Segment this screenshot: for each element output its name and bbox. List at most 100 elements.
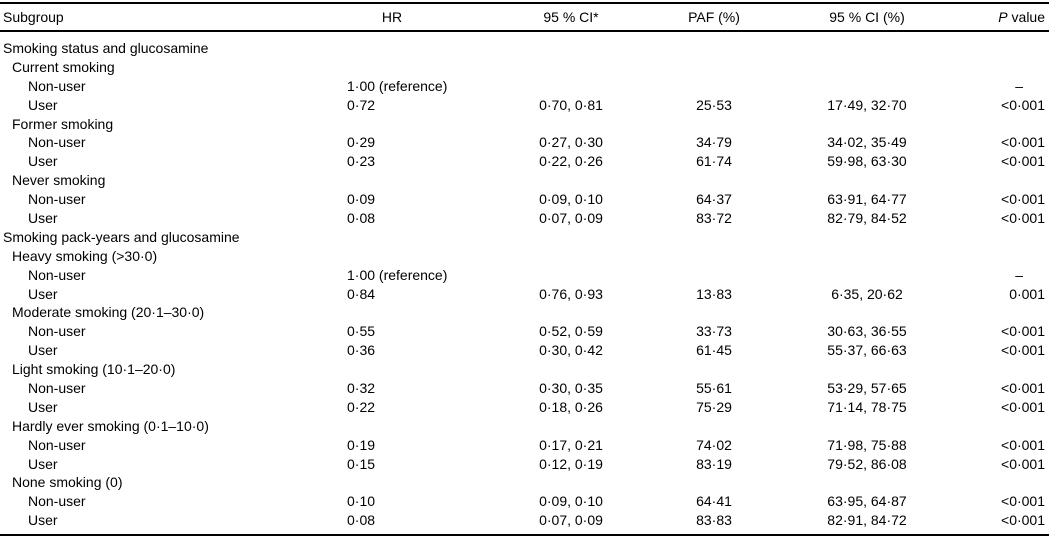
- cell-ci-pct: [752, 417, 982, 436]
- cell-ci: 0·27, 0·30: [539, 134, 603, 151]
- cell-hr: 0·84: [347, 285, 376, 302]
- cell-paf: 33·73: [696, 323, 732, 340]
- header-rule: [0, 30, 1049, 32]
- bottom-rule: [0, 534, 1049, 537]
- cell-paf: [676, 473, 752, 492]
- cell-paf: [676, 303, 752, 322]
- cell-paf: 64·41: [696, 493, 732, 510]
- cell-p-value: <0·001: [1001, 493, 1045, 510]
- cell-paf: [676, 115, 752, 134]
- cell-subgroup: Non-user: [28, 77, 86, 94]
- cell-paf: 25·53: [696, 96, 732, 113]
- cell-ci: [466, 417, 676, 436]
- cell-ci: [466, 228, 676, 247]
- cell-ci-pct: 6·35, 20·62: [831, 285, 903, 302]
- cell-hr: 0·09: [347, 191, 376, 208]
- cell-ci: 0·30, 0·42: [539, 342, 603, 359]
- cell-p-value: [982, 39, 1049, 58]
- cell-hr: [344, 360, 466, 379]
- table-row: User 0·23 0·22, 0·26 61·74 59·98, 63·30 …: [0, 152, 1049, 171]
- table-row: Non-user 0·09 0·09, 0·10 64·37 63·91, 64…: [0, 190, 1049, 209]
- cell-subgroup: Never smoking: [12, 172, 106, 189]
- cell-subgroup: User: [28, 210, 58, 227]
- cell-ci-pct: 82·91, 84·72: [827, 512, 907, 529]
- cell-p-value: <0·001: [1001, 153, 1045, 170]
- cell-ci: 0·07, 0·09: [539, 512, 603, 529]
- table-row: Former smoking: [0, 115, 1049, 134]
- cell-p-value: [982, 58, 1049, 77]
- cell-p-value: <0·001: [1001, 96, 1045, 113]
- p-value-header-italic: P: [998, 9, 1008, 25]
- table-header-row: Subgroup HR 95 % CI* PAF (%) 95 % CI (%)…: [0, 4, 1049, 30]
- cell-ci: 0·22, 0·26: [539, 153, 603, 170]
- cell-p-value: <0·001: [1001, 455, 1045, 472]
- table-row: Hardly ever smoking (0·1–10·0): [0, 417, 1049, 436]
- cell-hr: [344, 473, 466, 492]
- cell-hr: 0·10: [347, 493, 376, 510]
- table-row: Non-user 0·29 0·27, 0·30 34·79 34·02, 35…: [0, 133, 1049, 152]
- cell-ci-pct: 59·98, 63·30: [827, 153, 907, 170]
- cell-subgroup: Former smoking: [12, 115, 114, 132]
- table-body: Smoking status and glucosamine Current s…: [0, 32, 1049, 530]
- cell-hr: 0·32: [347, 380, 376, 397]
- cell-subgroup: Non-user: [28, 134, 86, 151]
- cell-ci: 0·18, 0·26: [539, 398, 603, 415]
- cell-ci: 0·09, 0·10: [539, 191, 603, 208]
- cell-subgroup: Light smoking (10·1–20·0): [12, 361, 176, 378]
- cell-subgroup: Non-user: [28, 323, 86, 340]
- cell-subgroup: Current smoking: [12, 58, 115, 75]
- cell-p-value: –: [1015, 77, 1023, 94]
- cell-subgroup: Smoking pack-years and glucosamine: [3, 228, 240, 245]
- cell-subgroup: User: [28, 342, 58, 359]
- cell-subgroup: Heavy smoking (>30·0): [12, 247, 158, 264]
- cell-p-value: <0·001: [1001, 134, 1045, 151]
- cell-p-value: <0·001: [1001, 380, 1045, 397]
- cell-p-value: [982, 247, 1049, 266]
- cell-subgroup: User: [28, 512, 58, 529]
- table-row: User 0·08 0·07, 0·09 83·72 82·79, 84·52 …: [0, 209, 1049, 228]
- cell-ci-pct: [752, 171, 982, 190]
- table-row: Heavy smoking (>30·0): [0, 247, 1049, 266]
- cell-ci-pct: [752, 58, 982, 77]
- table-row: User 0·15 0·12, 0·19 83·19 79·52, 86·08 …: [0, 455, 1049, 474]
- cell-paf: [676, 58, 752, 77]
- cell-ci: 0·12, 0·19: [539, 455, 603, 472]
- cell-subgroup: Non-user: [28, 266, 86, 283]
- cell-ci: 0·09, 0·10: [539, 493, 603, 510]
- cell-paf: 75·29: [696, 398, 732, 415]
- cell-ci-pct: 30·63, 36·55: [827, 323, 907, 340]
- cell-p-value: <0·001: [1001, 323, 1045, 340]
- cell-hr: [344, 58, 466, 77]
- column-header-hr: HR: [381, 9, 403, 25]
- cell-paf: 83·83: [696, 512, 732, 529]
- cell-paf: [676, 360, 752, 379]
- cell-p-value: [982, 417, 1049, 436]
- cell-ci-pct: 17·49, 32·70: [827, 96, 907, 113]
- table-row: User 0·08 0·07, 0·09 83·83 82·91, 84·72 …: [0, 511, 1049, 530]
- cell-ci: [466, 266, 676, 285]
- cell-ci: [466, 303, 676, 322]
- table-row: User 0·22 0·18, 0·26 75·29 71·14, 78·75 …: [0, 398, 1049, 417]
- cell-hr: 0·08: [347, 512, 376, 529]
- table-row: User 0·36 0·30, 0·42 61·45 55·37, 66·63 …: [0, 341, 1049, 360]
- cell-ci-pct: [752, 266, 982, 285]
- cell-ci-pct: 79·52, 86·08: [827, 455, 907, 472]
- cell-paf: [676, 39, 752, 58]
- cell-p-value: <0·001: [1001, 191, 1045, 208]
- cell-hr: 0·08: [347, 210, 376, 227]
- cell-hr: [344, 228, 466, 247]
- cell-ci-pct: [752, 115, 982, 134]
- cell-ci: [466, 77, 676, 96]
- cell-ci: [466, 171, 676, 190]
- cell-paf: 55·61: [696, 380, 732, 397]
- cell-ci-pct: 71·98, 75·88: [827, 436, 907, 453]
- cell-p-value: [982, 171, 1049, 190]
- cell-ci: 0·07, 0·09: [539, 210, 603, 227]
- cell-hr: 0·29: [347, 134, 376, 151]
- cell-paf: [676, 417, 752, 436]
- cell-ci: [466, 473, 676, 492]
- cell-paf: 13·83: [696, 285, 732, 302]
- cell-ci: [466, 247, 676, 266]
- cell-ci-pct: 82·79, 84·52: [827, 210, 907, 227]
